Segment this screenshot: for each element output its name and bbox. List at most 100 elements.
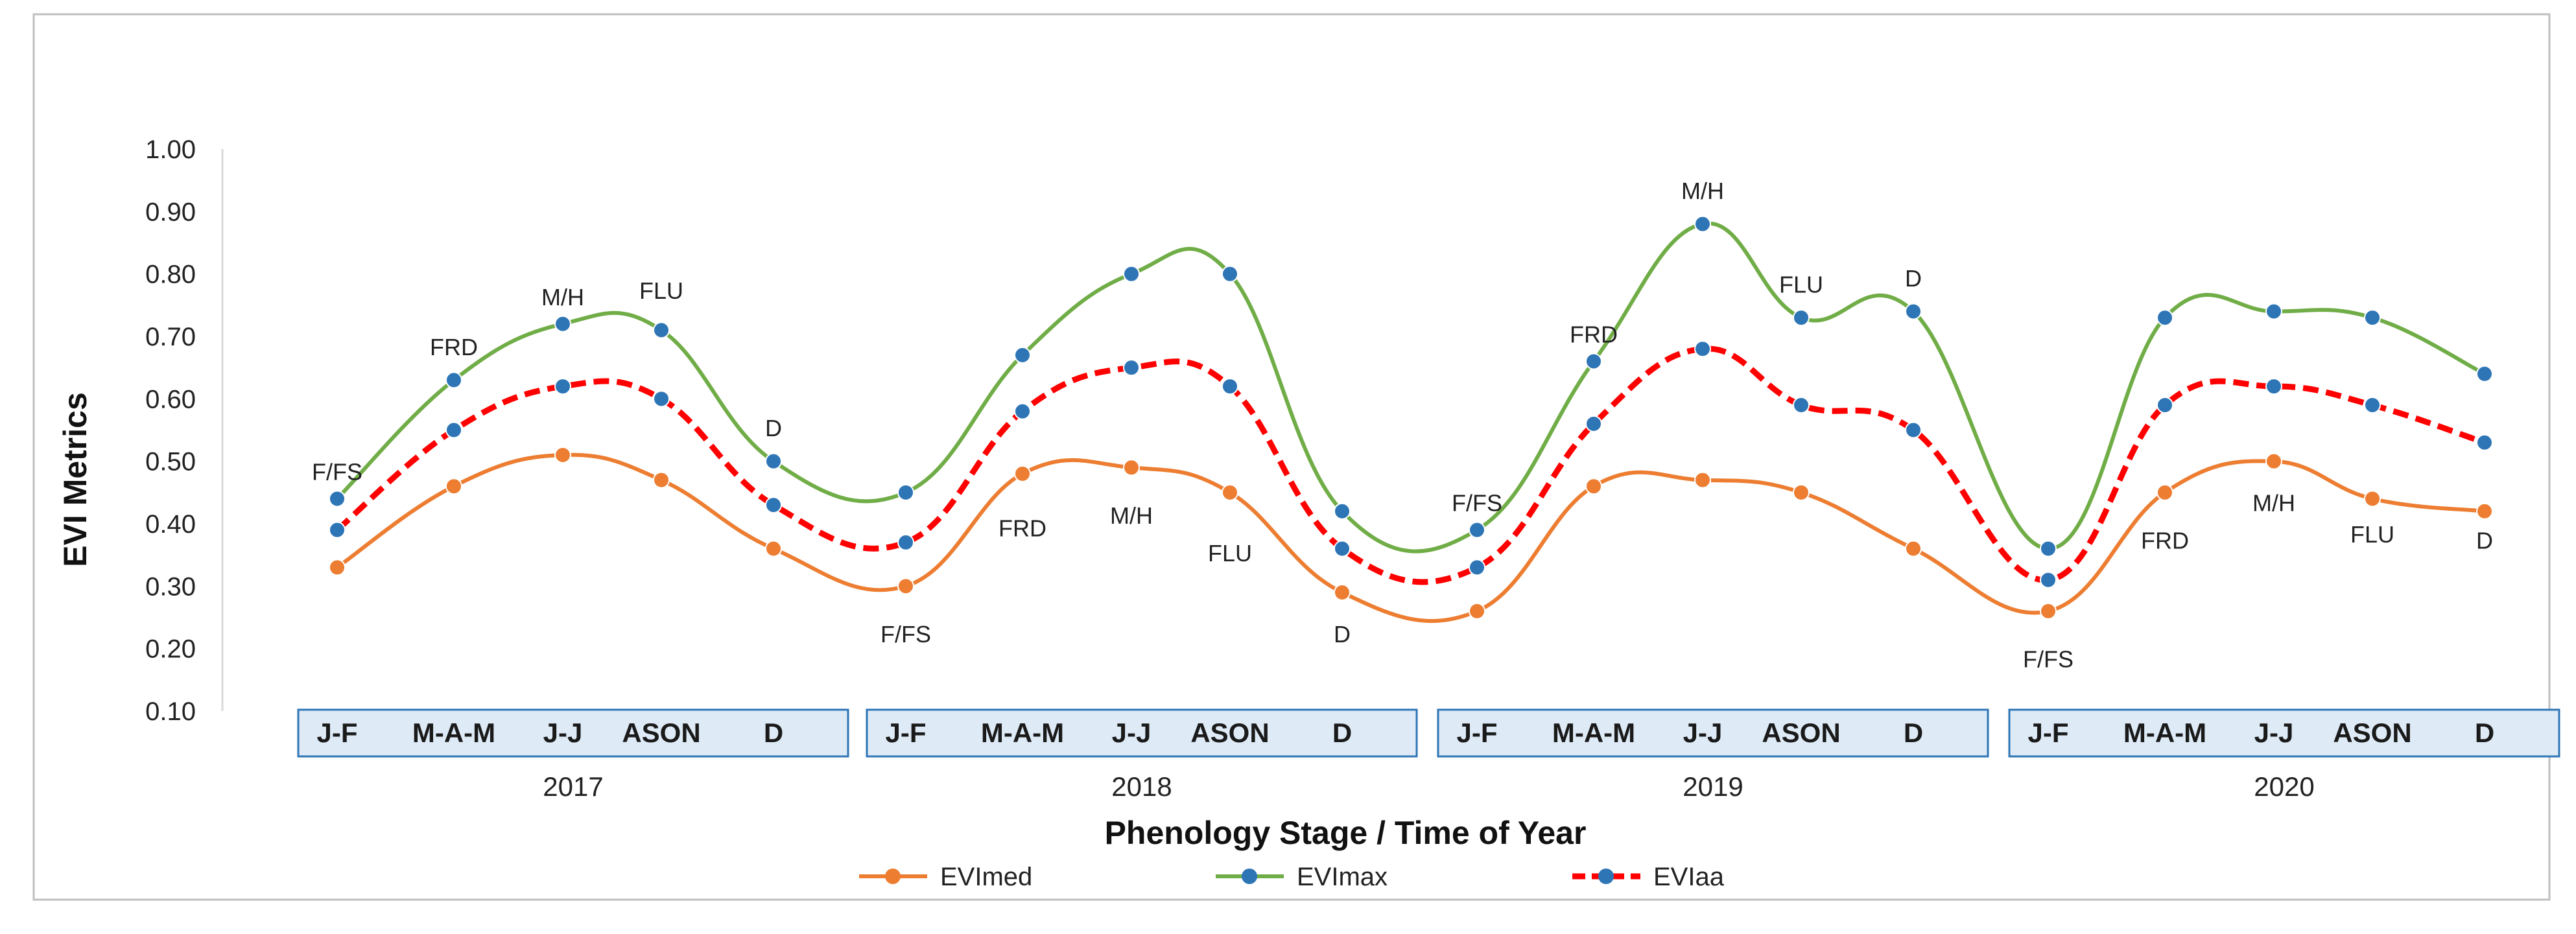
point-eviaa bbox=[1334, 540, 1351, 557]
point-evimed bbox=[445, 478, 462, 495]
month-label: ASON bbox=[2333, 718, 2411, 748]
point-evimax bbox=[1585, 353, 1602, 370]
stage-annotation: FLU bbox=[639, 277, 683, 304]
category-axis: J-F M-A-M J-J ASON D 2017 J-F M-A-M J-J ASON D 2018… bbox=[297, 708, 2560, 802]
point-evimed bbox=[653, 471, 670, 489]
point-evimax bbox=[445, 371, 462, 389]
point-evimax bbox=[2476, 365, 2493, 382]
month-label: M-A-M bbox=[412, 718, 495, 748]
legend-marker bbox=[885, 869, 901, 884]
stage-annotation: F/FS bbox=[880, 621, 931, 648]
point-evimed bbox=[1014, 465, 1031, 482]
month-label: ASON bbox=[1190, 718, 1269, 748]
legend-marker bbox=[1598, 869, 1614, 884]
series-layer bbox=[329, 215, 2493, 624]
month-label: M-A-M bbox=[2123, 718, 2206, 748]
point-evimed bbox=[765, 540, 782, 557]
point-evimax bbox=[2265, 303, 2282, 320]
stage-annotation: FRD bbox=[1570, 321, 1618, 348]
point-eviaa bbox=[765, 496, 782, 514]
y-tick-label: 0.40 bbox=[145, 510, 196, 539]
stage-annotation: FRD bbox=[2141, 528, 2189, 554]
legend-label: EVImax bbox=[1297, 863, 1388, 891]
point-evimed bbox=[1793, 484, 1810, 501]
year-label: 2020 bbox=[2254, 771, 2314, 802]
year-label: 2019 bbox=[1683, 771, 1743, 802]
month-label: D bbox=[2475, 718, 2494, 748]
series-line-eviaa bbox=[335, 345, 2486, 585]
stage-annotation: M/H bbox=[2252, 490, 2295, 517]
point-evimed bbox=[2364, 490, 2381, 508]
y-tick-label: 0.90 bbox=[145, 198, 196, 226]
y-tick-label: 0.50 bbox=[145, 448, 196, 476]
y-axis-title: EVI Metrics bbox=[57, 392, 93, 567]
point-evimax bbox=[765, 452, 782, 470]
point-evimax bbox=[2040, 540, 2057, 557]
point-eviaa bbox=[1585, 415, 1602, 432]
point-evimed bbox=[2040, 602, 2057, 620]
annotation-layer: F/FS FRD M/H FLU D F/FS FRD M/H FLU D F/FS FRD M/H FL… bbox=[312, 178, 2493, 673]
year-box bbox=[866, 708, 1418, 758]
month-label: D bbox=[1904, 718, 1923, 748]
stage-annotation: F/FS bbox=[2023, 646, 2074, 673]
point-evimed bbox=[2157, 484, 2173, 501]
stage-annotation: FRD bbox=[998, 515, 1046, 541]
y-tick-label: 0.80 bbox=[145, 261, 196, 289]
stage-annotation: F/FS bbox=[312, 459, 362, 485]
stage-annotation: D bbox=[1905, 265, 1922, 292]
point-evimed bbox=[1905, 540, 1922, 557]
point-evimax bbox=[329, 490, 346, 508]
point-evimed bbox=[1334, 583, 1351, 601]
y-tick-label: 0.30 bbox=[145, 572, 196, 601]
point-eviaa bbox=[2364, 396, 2381, 414]
year-label: 2018 bbox=[1111, 771, 1172, 802]
month-label: J-F bbox=[886, 718, 927, 748]
legend-label: EVIaa bbox=[1653, 863, 1725, 891]
stage-annotation: D bbox=[2476, 528, 2493, 554]
month-label: J-J bbox=[1683, 718, 1723, 748]
stage-annotation: FLU bbox=[2350, 521, 2394, 548]
point-eviaa bbox=[653, 390, 670, 408]
point-eviaa bbox=[554, 378, 571, 395]
point-evimax bbox=[1222, 265, 1238, 283]
month-label: D bbox=[764, 718, 783, 748]
point-evimax bbox=[1905, 303, 1922, 320]
stage-annotation: M/H bbox=[1681, 178, 1724, 204]
year-box bbox=[297, 708, 849, 758]
month-label: J-F bbox=[2028, 718, 2069, 748]
y-tick-label: 0.20 bbox=[145, 635, 196, 664]
point-evimed bbox=[1694, 471, 1711, 489]
point-evimax bbox=[1014, 346, 1031, 364]
point-eviaa bbox=[1694, 340, 1711, 358]
y-tick-label: 0.70 bbox=[145, 323, 196, 351]
x-axis-title: Phenology Stage / Time of Year bbox=[1105, 815, 1587, 851]
month-label: M-A-M bbox=[981, 718, 1064, 748]
point-evimed bbox=[2476, 502, 2493, 520]
point-eviaa bbox=[897, 533, 914, 551]
point-eviaa bbox=[2157, 396, 2173, 414]
stage-annotation: D bbox=[1334, 621, 1351, 648]
y-tick-label: 0.10 bbox=[145, 697, 196, 726]
year-label: 2017 bbox=[543, 771, 603, 802]
point-evimax bbox=[554, 315, 571, 333]
chart-border bbox=[32, 13, 2551, 901]
point-eviaa bbox=[2265, 378, 2282, 395]
point-evimed bbox=[329, 559, 346, 576]
point-evimax bbox=[1334, 502, 1351, 520]
point-evimed bbox=[554, 447, 571, 464]
point-evimax bbox=[1694, 215, 1711, 233]
year-box bbox=[1437, 708, 1989, 758]
point-evimax bbox=[1123, 265, 1140, 283]
month-label: J-F bbox=[1457, 718, 1498, 748]
point-eviaa bbox=[329, 521, 346, 539]
legend: EVImed EVImax EVIaa bbox=[859, 863, 1725, 891]
point-evimed bbox=[2265, 452, 2282, 470]
month-label: J-F bbox=[317, 718, 358, 748]
stage-annotation: FRD bbox=[430, 334, 478, 360]
point-eviaa bbox=[1793, 396, 1810, 414]
series-line-evimed bbox=[336, 452, 2485, 624]
y-tick-label: 1.00 bbox=[145, 135, 196, 164]
point-eviaa bbox=[2040, 571, 2057, 589]
point-evimed bbox=[1469, 602, 1485, 620]
